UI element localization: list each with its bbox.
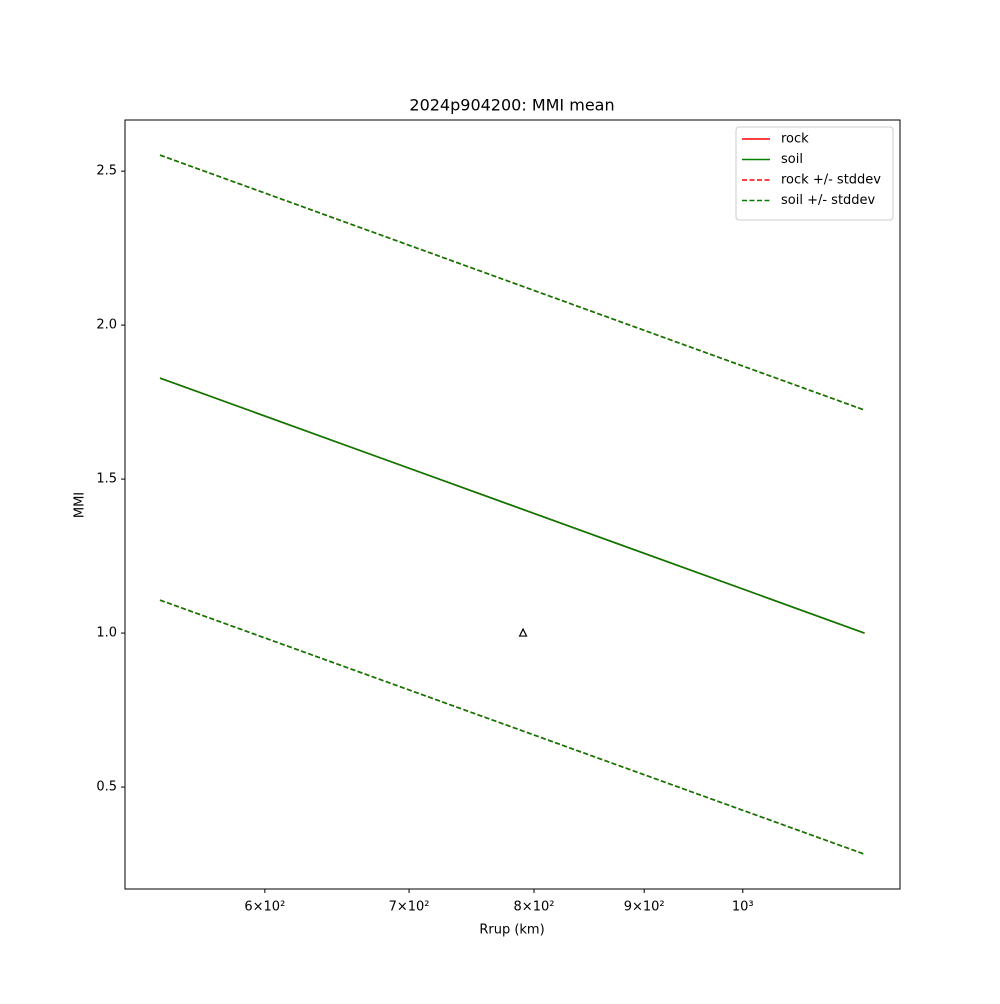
legend-box — [735, 126, 894, 221]
y-tick-label: 2.5 — [96, 164, 117, 179]
x-tick-label: 7×10² — [389, 900, 430, 915]
chart-title: 2024p904200: MMI mean — [409, 96, 614, 115]
x-tick-label: 10³ — [732, 900, 754, 915]
legend-label: rock +/- stddev — [781, 173, 881, 188]
stddev-line — [159, 154, 865, 411]
x-tick-label: 6×10² — [244, 900, 285, 915]
x-tick-label: 9×10² — [624, 900, 665, 915]
marker — [518, 627, 528, 637]
plot-frame — [124, 119, 901, 890]
y-tick-label: 0.5 — [96, 780, 117, 795]
y-tick-label: 1.5 — [96, 472, 117, 487]
legend-label: rock — [781, 132, 809, 147]
x-tick-label: 8×10² — [514, 900, 555, 915]
x-axis-label: Rrup (km) — [479, 923, 544, 938]
series-line — [159, 377, 865, 634]
y-tick-label: 1.0 — [96, 626, 117, 641]
y-axis-label: MMI — [73, 492, 88, 518]
legend-label: soil — [781, 152, 803, 167]
y-tick-label: 2.0 — [96, 318, 117, 333]
stddev-line — [159, 599, 865, 855]
legend-label: soil +/- stddev — [781, 193, 876, 208]
